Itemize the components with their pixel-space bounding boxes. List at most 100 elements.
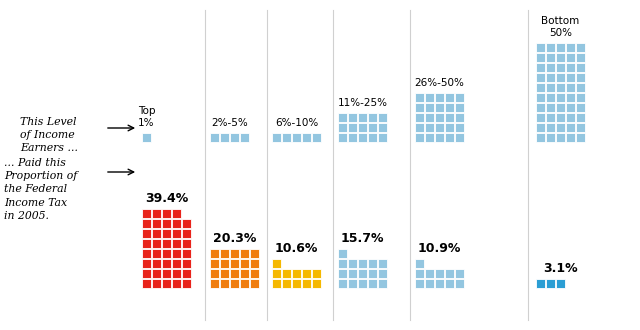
Bar bbox=[172, 259, 181, 268]
Bar bbox=[250, 269, 259, 278]
Bar bbox=[142, 219, 151, 228]
Bar bbox=[302, 279, 311, 288]
Bar bbox=[230, 259, 239, 268]
Bar bbox=[546, 113, 555, 122]
Bar bbox=[445, 113, 454, 122]
Bar bbox=[576, 113, 585, 122]
Bar bbox=[162, 259, 171, 268]
Bar bbox=[445, 103, 454, 112]
Text: Bottom
50%: Bottom 50% bbox=[541, 16, 580, 38]
Bar bbox=[566, 43, 575, 52]
Bar bbox=[455, 133, 464, 142]
Bar bbox=[435, 123, 444, 132]
Bar bbox=[338, 279, 347, 288]
Bar bbox=[435, 103, 444, 112]
Bar bbox=[162, 249, 171, 258]
Bar bbox=[546, 43, 555, 52]
Bar bbox=[348, 259, 357, 268]
Bar bbox=[302, 133, 311, 142]
Bar bbox=[556, 103, 565, 112]
Bar bbox=[566, 63, 575, 72]
Bar bbox=[358, 133, 367, 142]
Text: 26%-50%: 26%-50% bbox=[415, 78, 465, 88]
Bar bbox=[455, 279, 464, 288]
Bar bbox=[546, 123, 555, 132]
Bar bbox=[182, 279, 191, 288]
Bar bbox=[536, 113, 545, 122]
Bar bbox=[338, 269, 347, 278]
Bar bbox=[566, 133, 575, 142]
Bar bbox=[358, 279, 367, 288]
Bar bbox=[210, 249, 219, 258]
Bar bbox=[358, 259, 367, 268]
Bar bbox=[425, 113, 434, 122]
Bar bbox=[435, 113, 444, 122]
Bar bbox=[272, 133, 281, 142]
Bar bbox=[142, 133, 151, 142]
Bar bbox=[250, 249, 259, 258]
Bar bbox=[556, 133, 565, 142]
Bar bbox=[172, 249, 181, 258]
Bar bbox=[240, 279, 249, 288]
Bar bbox=[536, 103, 545, 112]
Bar bbox=[435, 133, 444, 142]
Bar bbox=[240, 269, 249, 278]
Bar bbox=[425, 103, 434, 112]
Bar bbox=[282, 269, 291, 278]
Bar bbox=[142, 209, 151, 218]
Bar bbox=[445, 123, 454, 132]
Bar bbox=[338, 259, 347, 268]
Bar bbox=[210, 259, 219, 268]
Bar bbox=[272, 279, 281, 288]
Text: 6%-10%: 6%-10% bbox=[275, 118, 318, 128]
Bar bbox=[358, 113, 367, 122]
Bar bbox=[536, 133, 545, 142]
Bar bbox=[338, 133, 347, 142]
Bar bbox=[172, 229, 181, 238]
Bar bbox=[368, 133, 377, 142]
Bar bbox=[182, 259, 191, 268]
Bar bbox=[162, 229, 171, 238]
Bar bbox=[282, 279, 291, 288]
Bar bbox=[546, 93, 555, 102]
Bar bbox=[425, 269, 434, 278]
Bar bbox=[338, 249, 347, 258]
Bar bbox=[536, 279, 545, 288]
Bar bbox=[348, 269, 357, 278]
Bar bbox=[152, 229, 161, 238]
Bar bbox=[566, 103, 575, 112]
Bar bbox=[292, 133, 301, 142]
Bar bbox=[210, 269, 219, 278]
Bar bbox=[348, 133, 357, 142]
Bar bbox=[162, 209, 171, 218]
Bar bbox=[445, 93, 454, 102]
Bar bbox=[455, 103, 464, 112]
Bar bbox=[378, 123, 387, 132]
Bar bbox=[566, 93, 575, 102]
Bar bbox=[445, 279, 454, 288]
Bar bbox=[240, 259, 249, 268]
Bar bbox=[576, 63, 585, 72]
Text: 2%-5%: 2%-5% bbox=[211, 118, 248, 128]
Bar bbox=[536, 93, 545, 102]
Bar bbox=[576, 53, 585, 62]
Bar bbox=[536, 123, 545, 132]
Bar bbox=[576, 93, 585, 102]
Text: ... Paid this
Proportion of
the Federal
Income Tax
in 2005.: ... Paid this Proportion of the Federal … bbox=[4, 158, 77, 221]
Bar bbox=[566, 53, 575, 62]
Bar bbox=[210, 133, 219, 142]
Bar bbox=[378, 269, 387, 278]
Bar bbox=[556, 123, 565, 132]
Bar bbox=[142, 269, 151, 278]
Bar bbox=[536, 53, 545, 62]
Bar bbox=[546, 103, 555, 112]
Bar bbox=[546, 279, 555, 288]
Text: 10.9%: 10.9% bbox=[418, 242, 461, 255]
Bar bbox=[230, 269, 239, 278]
Bar bbox=[378, 113, 387, 122]
Bar bbox=[556, 73, 565, 82]
Bar bbox=[536, 63, 545, 72]
Bar bbox=[368, 279, 377, 288]
Bar bbox=[576, 103, 585, 112]
Bar bbox=[172, 219, 181, 228]
